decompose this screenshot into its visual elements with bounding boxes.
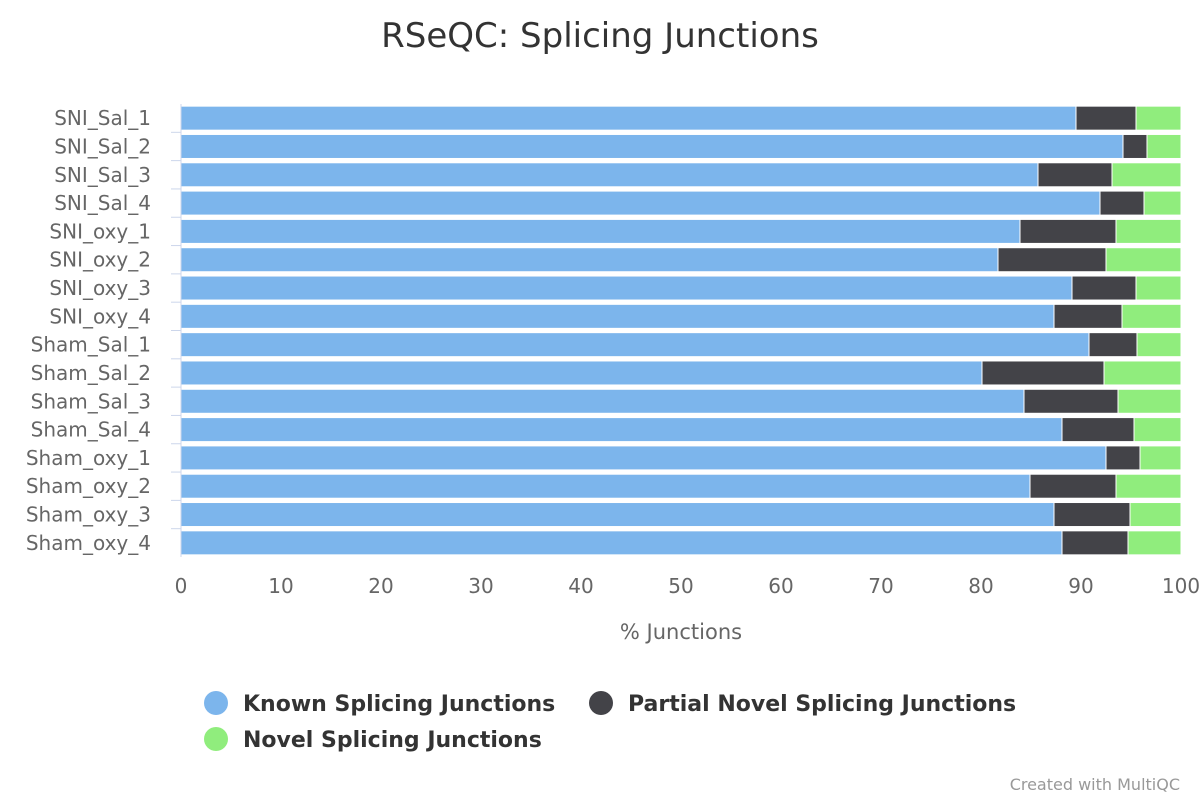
y-tick-label: Sham_oxy_4 [26,531,151,555]
y-tick-label: Sham_oxy_2 [26,474,151,498]
bar-segment[interactable] [1053,303,1123,329]
bar-segment[interactable] [1037,162,1113,188]
bar-segment[interactable] [180,388,1025,414]
bar-segment[interactable] [1105,445,1141,471]
bar-segment[interactable] [180,162,1039,188]
bar-segment[interactable] [1143,190,1182,216]
bar-segment[interactable] [1105,247,1182,273]
bar-segment[interactable] [180,303,1055,329]
legend-label: Known Splicing Junctions [243,692,555,717]
bar-segment[interactable] [1075,105,1137,131]
bar-segment[interactable] [180,332,1090,358]
bar-segment[interactable] [1139,445,1182,471]
bars-layer [180,105,1182,556]
y-tick-label: Sham_Sal_1 [31,333,151,357]
bar-segment[interactable] [1135,105,1182,131]
legend: Known Splicing Junctions Partial Novel Sp… [204,691,1016,753]
legend-label: Partial Novel Splicing Junctions [628,692,1016,717]
bar-segment[interactable] [1121,303,1182,329]
bar-segment[interactable] [1071,275,1137,301]
y-tick-label: SNI_oxy_2 [49,248,151,272]
y-tick-label: SNI_oxy_3 [49,276,151,300]
bar-segment[interactable] [1133,417,1182,443]
bar-segment[interactable] [1103,360,1182,386]
chart-title: RSeQC: Splicing Junctions [381,16,819,56]
bar-segment[interactable] [1146,133,1182,159]
bar-segment[interactable] [1129,502,1182,528]
x-axis-title: % Junctions [620,620,742,644]
bar-segment[interactable] [1088,332,1138,358]
x-tick-label: 60 [768,574,793,598]
y-tick-label: SNI_Sal_4 [54,191,151,215]
credit-text[interactable]: Created with MultiQC [1009,775,1180,794]
bar-segment[interactable] [1122,133,1148,159]
bar-segment[interactable] [180,530,1063,556]
bar-segment[interactable] [1115,218,1182,244]
y-tick-label: Sham_oxy_3 [26,503,151,527]
y-tick-label: SNI_Sal_2 [54,134,151,158]
y-tick-label: SNI_Sal_3 [54,163,151,187]
legend-item[interactable]: Novel Splicing Junctions [204,727,542,753]
bar-segment[interactable] [1053,502,1131,528]
bar-segment[interactable] [1135,275,1182,301]
bar-segment[interactable] [180,473,1031,499]
legend-marker [204,691,228,715]
legend-item[interactable]: Known Splicing Junctions [204,691,555,717]
y-tick-label: Sham_oxy_1 [26,446,151,470]
x-tick-label: 30 [468,574,493,598]
x-tick-label: 90 [1068,574,1093,598]
y-tick-label: Sham_Sal_3 [31,389,151,413]
bar-segment[interactable] [1023,388,1119,414]
bar-segment[interactable] [997,247,1107,273]
x-tick-label: 100 [1162,574,1200,598]
bar-segment[interactable] [180,275,1073,301]
x-tick-label: 70 [868,574,893,598]
x-tick-label: 40 [568,574,593,598]
bar-segment[interactable] [981,360,1105,386]
x-tick-label: 0 [175,574,188,598]
legend-marker [589,691,613,715]
bar-segment[interactable] [1019,218,1117,244]
bar-segment[interactable] [180,218,1021,244]
legend-marker [204,727,228,751]
bar-segment[interactable] [180,133,1124,159]
legend-label: Novel Splicing Junctions [243,728,542,753]
bar-segment[interactable] [1117,388,1182,414]
bar-segment[interactable] [180,417,1063,443]
y-tick-label: Sham_Sal_2 [31,361,151,385]
y-tick-label: SNI_oxy_4 [49,304,151,328]
bar-segment[interactable] [180,190,1101,216]
bar-segment[interactable] [1061,530,1129,556]
x-tick-label: 10 [268,574,293,598]
bar-segment[interactable] [1115,473,1182,499]
y-tick-label: SNI_oxy_1 [49,219,151,243]
legend-item[interactable]: Partial Novel Splicing Junctions [589,691,1016,717]
bar-segment[interactable] [1127,530,1182,556]
bar-segment[interactable] [180,360,983,386]
y-tick-label: SNI_Sal_1 [54,106,151,130]
bar-segment[interactable] [1029,473,1117,499]
x-tick-label: 20 [368,574,393,598]
x-tick-label: 80 [968,574,993,598]
bar-segment[interactable] [180,105,1077,131]
bar-segment[interactable] [1061,417,1135,443]
bar-segment[interactable] [1099,190,1145,216]
bar-segment[interactable] [180,445,1107,471]
bar-segment[interactable] [180,502,1055,528]
bar-segment[interactable] [180,247,999,273]
bar-segment[interactable] [1136,332,1182,358]
bar-segment[interactable] [1111,162,1182,188]
x-tick-label: 50 [668,574,693,598]
y-tick-label: Sham_Sal_4 [31,418,151,442]
axes-layer: SNI_Sal_1 SNI_Sal_2 SNI_Sal_3 SNI_Sal_4 SNI_… [26,104,1200,598]
